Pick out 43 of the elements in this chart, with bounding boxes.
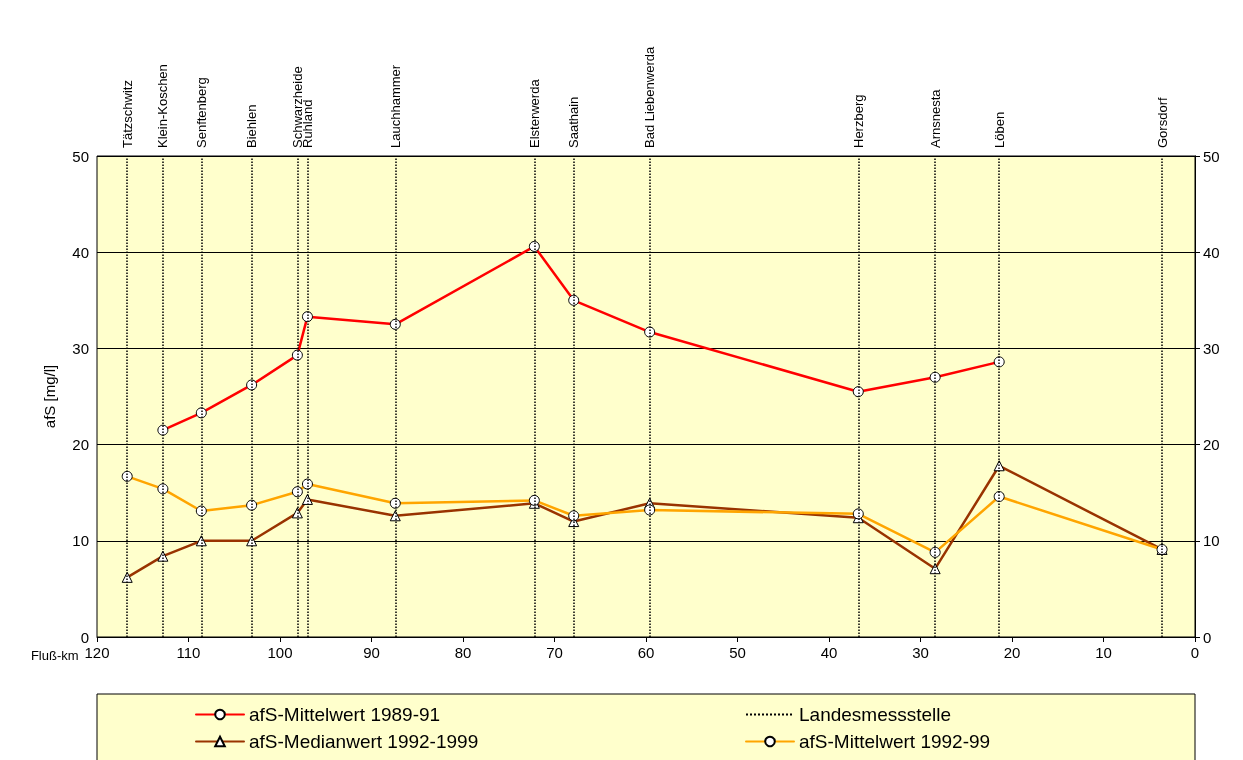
ref-line-label: Klein-Koschen [155, 64, 171, 148]
y-tick-label: 20 [72, 436, 89, 454]
x-tick-label: 100 [267, 644, 293, 661]
ref-line-label: Tätzschwitz [119, 80, 135, 148]
x-tick-label: 60 [637, 644, 655, 661]
ref-line-label: Senftenberg [193, 77, 209, 148]
x-axis-title: Fluß-km [30, 648, 79, 663]
y2-tick-label: 40 [1203, 243, 1220, 261]
y2-tick-label: 10 [1203, 532, 1220, 550]
x-tick-label: 0 [1190, 644, 1200, 661]
ref-line-label: Gorsdorf [1154, 97, 1170, 148]
x-tick-label: 20 [1003, 644, 1021, 661]
text: Landesmessstelle [799, 704, 952, 725]
ref-line-label: Lauchhammer [387, 64, 403, 148]
legend-label: afS-Mittelwert 1989-91 [249, 704, 441, 725]
ref-line-label: Biehlen [244, 104, 260, 148]
x-tick-label: 110 [176, 644, 201, 661]
x-tick-label: 40 [820, 644, 838, 661]
legend-label: afS-Medianwert 1992-1999 [249, 731, 479, 752]
ref-line-label: Saathain [566, 96, 582, 148]
x-tick-label: 10 [1095, 644, 1112, 661]
x-tick-label: 70 [546, 644, 563, 661]
ref-line-label: Arnsnesta [927, 88, 943, 148]
y2-tick-label: 0 [1203, 628, 1212, 646]
y-tick-label: 40 [72, 243, 89, 261]
y2-tick-label: 50 [1203, 147, 1220, 165]
x-tick-label: 90 [363, 644, 380, 661]
y-tick-label: 50 [72, 147, 89, 165]
legend-label: afS-Mittelwert 1992-99 [799, 731, 991, 752]
x-tick-label: 80 [454, 644, 472, 661]
ref-line-label: Elsterwerda [526, 78, 542, 148]
x-tick-label: 50 [729, 644, 746, 661]
y-tick-label: 30 [72, 339, 89, 357]
y-axis-title: afS [mg/l] [41, 364, 58, 429]
y2-tick-label: 20 [1203, 436, 1220, 454]
ref-line-label: Herzberg [850, 94, 866, 148]
y-tick-label: 10 [72, 532, 89, 550]
x-tick-label: 120 [84, 644, 110, 661]
ref-line-label: Löben [991, 111, 1007, 148]
y2-tick-label: 30 [1203, 339, 1220, 357]
ref-line-label: Bad Liebenwerda [642, 46, 658, 148]
x-tick-label: 30 [912, 644, 929, 661]
y-tick-label: 0 [80, 628, 89, 646]
